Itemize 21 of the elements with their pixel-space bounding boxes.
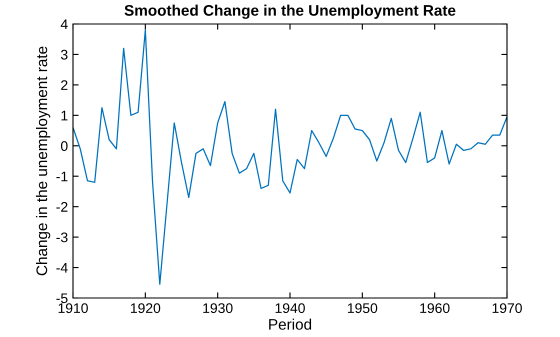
x-tick-label: 1960: [420, 303, 450, 314]
y-tick-label: 4: [60, 19, 68, 30]
x-tick-label: 1920: [130, 303, 160, 314]
x-tick-label: 1910: [58, 303, 88, 314]
y-tick-label: -3: [56, 232, 68, 242]
y-tick-label: -4: [56, 263, 68, 273]
y-tick-label: -2: [56, 202, 68, 212]
y-tick-label: -1: [56, 172, 68, 182]
y-tick-label: 3: [60, 50, 68, 60]
line-series: [73, 29, 507, 285]
y-tick-label: 1: [61, 110, 68, 120]
x-axis-title: Period: [269, 318, 312, 330]
x-tick-label: 1950: [348, 303, 378, 314]
x-tick-label: 1970: [492, 303, 522, 314]
chart-title: Smoothed Change in the Unemployment Rate: [124, 4, 456, 19]
x-tick-label: 1940: [276, 303, 305, 314]
y-axis-title: Change in the unemployment rate: [36, 46, 50, 276]
y-tick-label: -5: [56, 293, 68, 304]
x-tick-label: 1930: [203, 303, 233, 314]
y-tick-label: 2: [61, 80, 68, 90]
y-tick-label: 0: [60, 141, 68, 151]
